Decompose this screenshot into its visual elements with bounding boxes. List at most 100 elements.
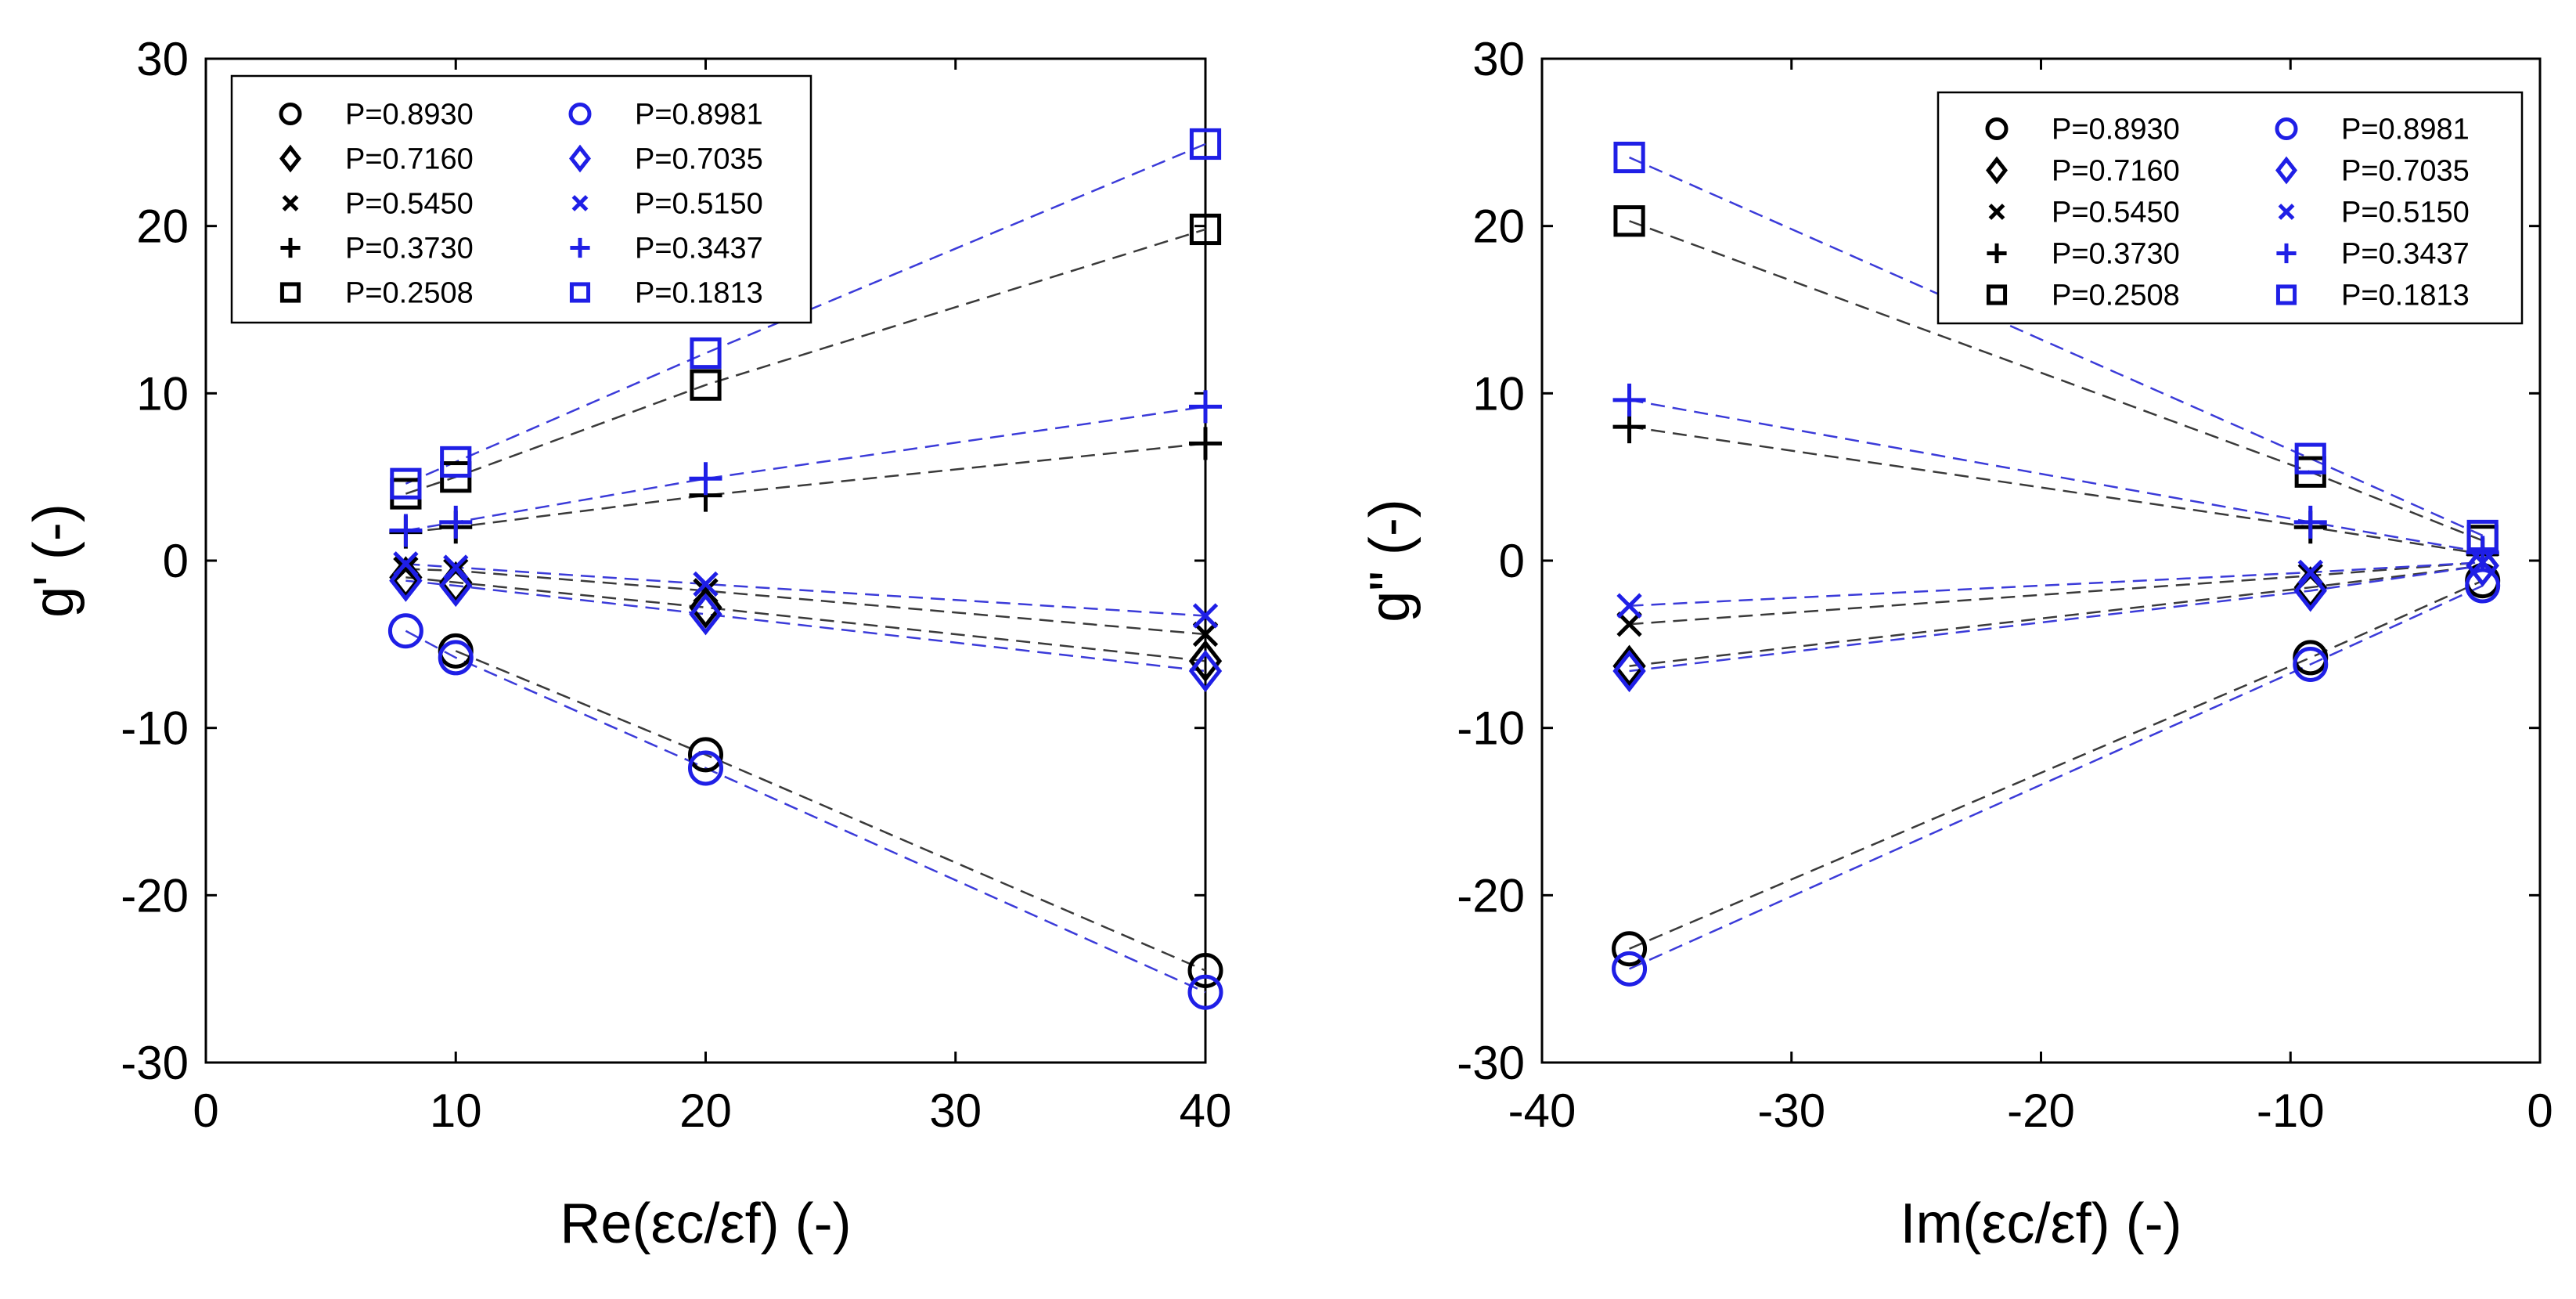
legend-label: P=0.7160 [345,143,474,176]
x-tick-label: -40 [1508,1084,1576,1137]
data-point [393,556,419,582]
data-point [1189,128,1222,161]
data-point [2466,536,2499,569]
series-line [1629,156,2484,537]
y-tick-label: 30 [136,33,189,85]
series-line [1629,399,2483,554]
series-line [405,576,1206,662]
data-point [2294,442,2326,474]
data-point [2293,569,2327,612]
legend-marker [569,144,591,173]
legend-label: P=0.2508 [2052,280,2180,312]
data-point [689,462,722,496]
legend-marker [1986,284,2008,305]
data-point [387,613,423,649]
series-line [1629,584,2484,970]
legend-marker [2275,117,2298,140]
x-tick-label: 0 [2527,1084,2553,1137]
series-line [405,406,1206,532]
legend-marker [571,195,589,211]
series-line [1629,561,2483,626]
data-point [1187,952,1223,988]
legend-marker [1987,243,2007,264]
y-tick-label: 0 [1499,535,1525,587]
legend-box [230,74,812,324]
data-point [690,369,722,401]
data-point [2466,544,2499,587]
data-point [1613,205,1645,237]
data-point [1612,383,1646,417]
legend-label: P=0.7035 [2341,155,2470,188]
data-point [1187,974,1223,1010]
data-point [1189,390,1222,424]
data-point [689,593,722,636]
data-point [438,640,474,676]
data-point [439,564,473,608]
legend-marker [2275,156,2297,185]
data-point [2297,559,2323,586]
data-point [688,750,723,786]
data-point [440,446,472,478]
data-point [2466,519,2499,552]
legend-box [1937,91,2524,325]
data-point [1612,931,1648,967]
legend-marker [2278,204,2295,220]
data-point [389,514,423,547]
series-line [405,568,1206,636]
legend-label: P=0.5150 [2341,197,2470,229]
legend-marker [570,237,590,258]
legend-marker [2275,284,2297,305]
legend-label: P=0.2508 [345,277,474,310]
legend-label: P=0.8930 [2052,114,2180,146]
data-point [2293,505,2327,539]
data-point [443,554,469,580]
legend-label: P=0.8930 [345,99,474,132]
data-point [2293,646,2329,682]
legend-marker [279,144,301,173]
data-point [688,737,723,773]
legend-label: P=0.1813 [2341,280,2470,312]
x-tick-label: 30 [929,1084,982,1137]
data-point [1616,593,1642,619]
y-tick-label: 0 [163,535,189,587]
legend-label: P=0.7160 [2052,155,2180,188]
y-tick-label: -20 [121,869,189,922]
data-point [1188,640,1223,683]
legend-label: P=0.5150 [635,188,763,221]
data-point [2465,568,2501,604]
series-line [455,650,1206,972]
legend-marker [279,103,302,125]
y-axis-label: g" (-) [1359,499,1421,622]
left-chart: 0 10 20 30 40 -30 -20 -10 0 10 20 30 Re(εc/εf) (-) g'… [23,33,1231,1255]
series-line [405,563,1206,617]
data-point [390,467,422,500]
legend-label: P=0.5450 [2052,197,2180,229]
x-tick-label: 0 [193,1084,218,1137]
legend-label: P=0.5450 [345,188,474,221]
series-line [1629,565,2483,673]
legend-marker [279,282,301,303]
x-tick-label: -20 [2007,1084,2075,1137]
series-line [405,630,1206,994]
data-point [1616,612,1642,637]
y-tick-label: -10 [121,702,189,755]
data-point [693,578,719,604]
y-tick-label: -10 [1457,702,1525,755]
x-tick-label: -10 [2257,1084,2325,1137]
legend-marker [280,237,301,258]
legend-label: P=0.3437 [635,233,763,265]
legend-marker [2276,243,2297,264]
legend-label: P=0.3730 [345,233,474,265]
y-axis-label: g' (-) [23,503,85,618]
data-point [690,337,722,370]
data-point [1612,644,1646,687]
y-tick-label: 10 [1472,367,1525,420]
data-point [1189,427,1222,460]
data-point [1188,649,1223,693]
legend-label: P=0.7035 [635,143,763,176]
data-point [1612,951,1648,987]
legend-label: P=0.8981 [2341,114,2470,146]
data-point [1612,649,1646,693]
